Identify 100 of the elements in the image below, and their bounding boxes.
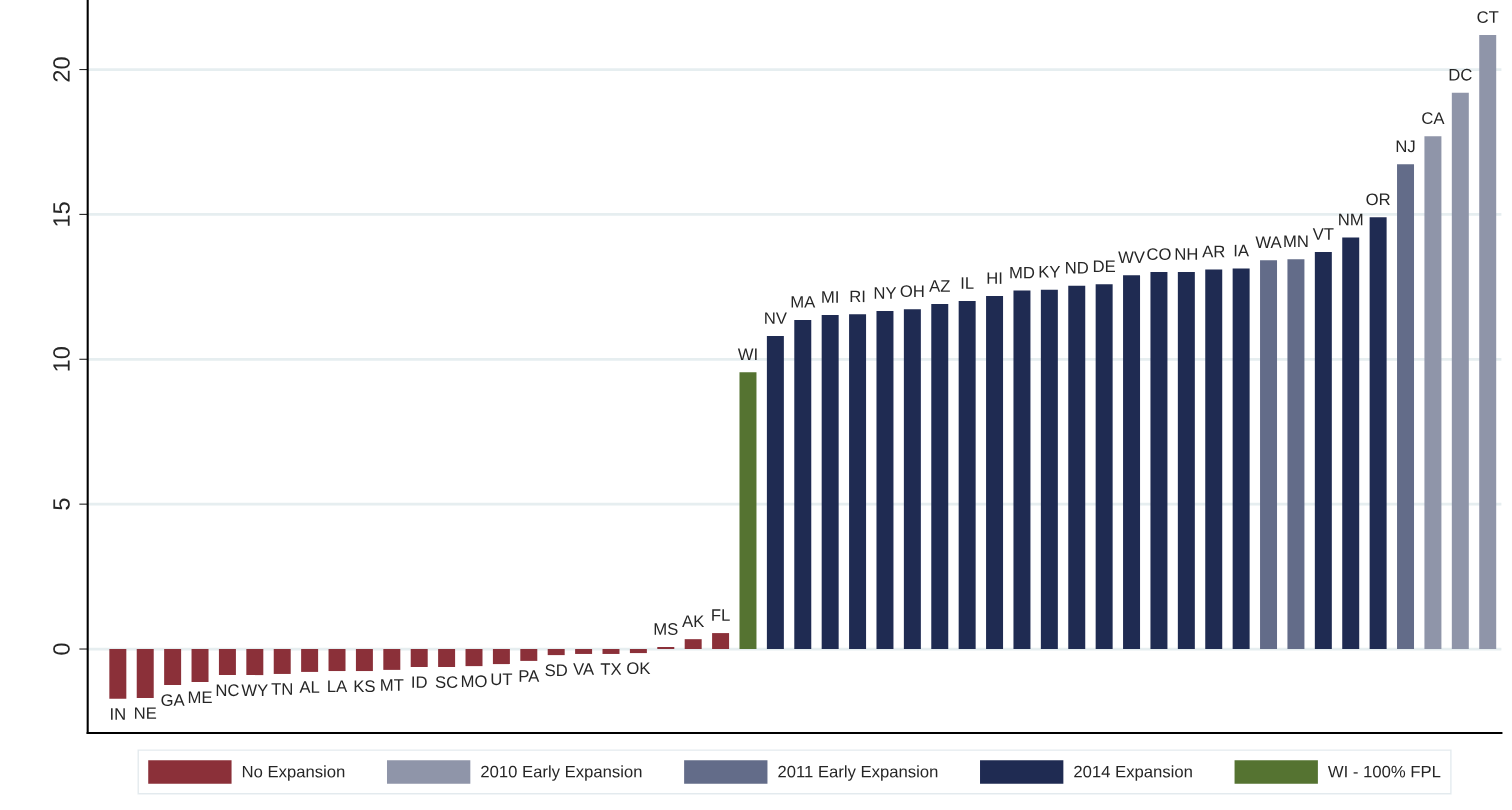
x-tick-label: MD: [1010, 266, 1035, 279]
bar: [1342, 237, 1360, 650]
x-tick-label: AK: [682, 615, 705, 627]
x-tick-label: RI: [850, 290, 865, 303]
x-tick-label: MT: [381, 679, 404, 691]
bar: [1260, 260, 1278, 650]
bar: [1451, 92, 1469, 650]
x-tick-label: AZ: [929, 280, 950, 292]
bar: [1013, 290, 1031, 650]
x-tick-label: TN: [271, 683, 292, 695]
bar: [246, 649, 264, 676]
x-tick-label: IA: [1234, 244, 1249, 257]
bar: [821, 314, 839, 650]
x-tick-label: CT: [1477, 11, 1499, 23]
x-tick-label: CA: [1422, 112, 1445, 125]
x-tick-label: TX: [600, 663, 622, 675]
x-tick-label: ND: [1066, 261, 1088, 274]
y-tick-label: 0: [53, 643, 70, 655]
x-tick-label: MS: [654, 623, 678, 635]
x-tick-label: GA: [161, 694, 185, 706]
bar: [1123, 275, 1141, 650]
x-tick-label: HI: [987, 272, 1002, 284]
y-tick-label: 20: [53, 57, 70, 82]
bar: [109, 649, 127, 699]
x-tick-label: DC: [1449, 68, 1472, 81]
x-tick-label: AR: [1202, 245, 1225, 258]
x-tick-label: OR: [1366, 193, 1390, 206]
x-tick-label: LA: [328, 680, 348, 692]
bar: [1424, 136, 1442, 650]
bar: [876, 310, 894, 650]
bar: [629, 649, 647, 654]
bar: [903, 309, 921, 650]
x-tick-label: WV: [1118, 251, 1145, 263]
y-tick-label: 5: [53, 498, 70, 510]
bar: [1150, 272, 1168, 650]
bar: [492, 649, 510, 665]
x-tick-label: ME: [188, 691, 212, 703]
x-tick-label: NE: [135, 707, 157, 719]
bar: [1177, 272, 1195, 650]
bar: [465, 649, 483, 667]
bar: [766, 336, 784, 650]
x-tick-label: ID: [412, 676, 427, 688]
y-tick-label: 15: [53, 202, 70, 226]
x-tick-label: UT: [491, 673, 513, 686]
x-tick-label: MA: [791, 296, 816, 308]
bar: [986, 296, 1004, 650]
legend-label: 2014 Expansion: [1074, 765, 1192, 781]
bar: [1397, 164, 1415, 650]
bar: [958, 301, 976, 650]
x-tick-label: KY: [1039, 266, 1061, 278]
bar: [602, 649, 620, 654]
x-tick-label: NC: [216, 684, 239, 697]
x-tick-label: KS: [354, 680, 375, 693]
bar: [355, 649, 373, 672]
bar: [1232, 268, 1250, 650]
bar: [547, 649, 565, 656]
x-tick-label: CO: [1147, 248, 1171, 260]
x-tick-label: WI: [737, 348, 757, 361]
x-tick-label: AL: [299, 681, 320, 693]
x-tick-label: WY: [241, 684, 268, 696]
bar: [1205, 269, 1223, 650]
bar: [218, 649, 236, 676]
bar: [849, 314, 867, 650]
x-tick-label: NH: [1175, 248, 1198, 260]
legend-label: No Expansion: [242, 765, 345, 781]
x-tick-label: DE: [1093, 260, 1116, 272]
x-tick-label: MI: [822, 291, 838, 303]
x-tick-label: SD: [545, 664, 567, 677]
bar: [712, 633, 730, 650]
bar: [273, 649, 291, 674]
x-tick-label: IL: [961, 277, 974, 289]
bar: [383, 649, 401, 670]
bar: [136, 649, 154, 698]
x-tick-label: SC: [435, 676, 458, 689]
x-tick-label: VA: [573, 663, 595, 675]
x-tick-label: IN: [111, 708, 125, 720]
bar: [191, 649, 209, 683]
legend-label: WI - 100% FPL: [1327, 765, 1441, 778]
x-tick-label: FL: [712, 609, 730, 621]
bar: [301, 649, 319, 672]
x-tick-label: NV: [765, 312, 787, 324]
bar: [931, 303, 949, 650]
x-tick-label: NJ: [1396, 140, 1415, 153]
x-tick-label: NY: [874, 287, 897, 299]
bar: [794, 319, 812, 650]
x-tick-label: MN: [1284, 235, 1308, 248]
bar: [1314, 252, 1332, 650]
bar: [1287, 259, 1305, 650]
bar: [438, 649, 456, 667]
bar: [1095, 284, 1113, 650]
x-tick-label: VT: [1312, 228, 1334, 240]
legend-label: 2011 Early Expansion: [778, 765, 938, 781]
y-tick-label: 10: [53, 347, 70, 371]
bar: [1068, 285, 1086, 650]
bar: [164, 649, 182, 685]
bar: [684, 639, 702, 650]
bar: [520, 649, 538, 661]
bar: [1479, 35, 1497, 650]
legend-label: 2010 Early Expansion: [481, 765, 642, 781]
x-tick-label: WA: [1255, 236, 1282, 248]
